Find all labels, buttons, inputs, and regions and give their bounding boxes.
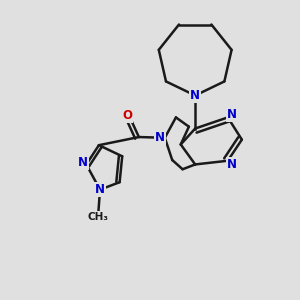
Text: N: N <box>155 131 165 144</box>
Text: O: O <box>122 110 132 122</box>
Text: CH₃: CH₃ <box>88 212 109 222</box>
Text: N: N <box>190 89 200 102</box>
Text: N: N <box>78 156 88 169</box>
Text: N: N <box>227 158 237 171</box>
Text: N: N <box>95 183 105 196</box>
Text: N: N <box>227 108 237 121</box>
